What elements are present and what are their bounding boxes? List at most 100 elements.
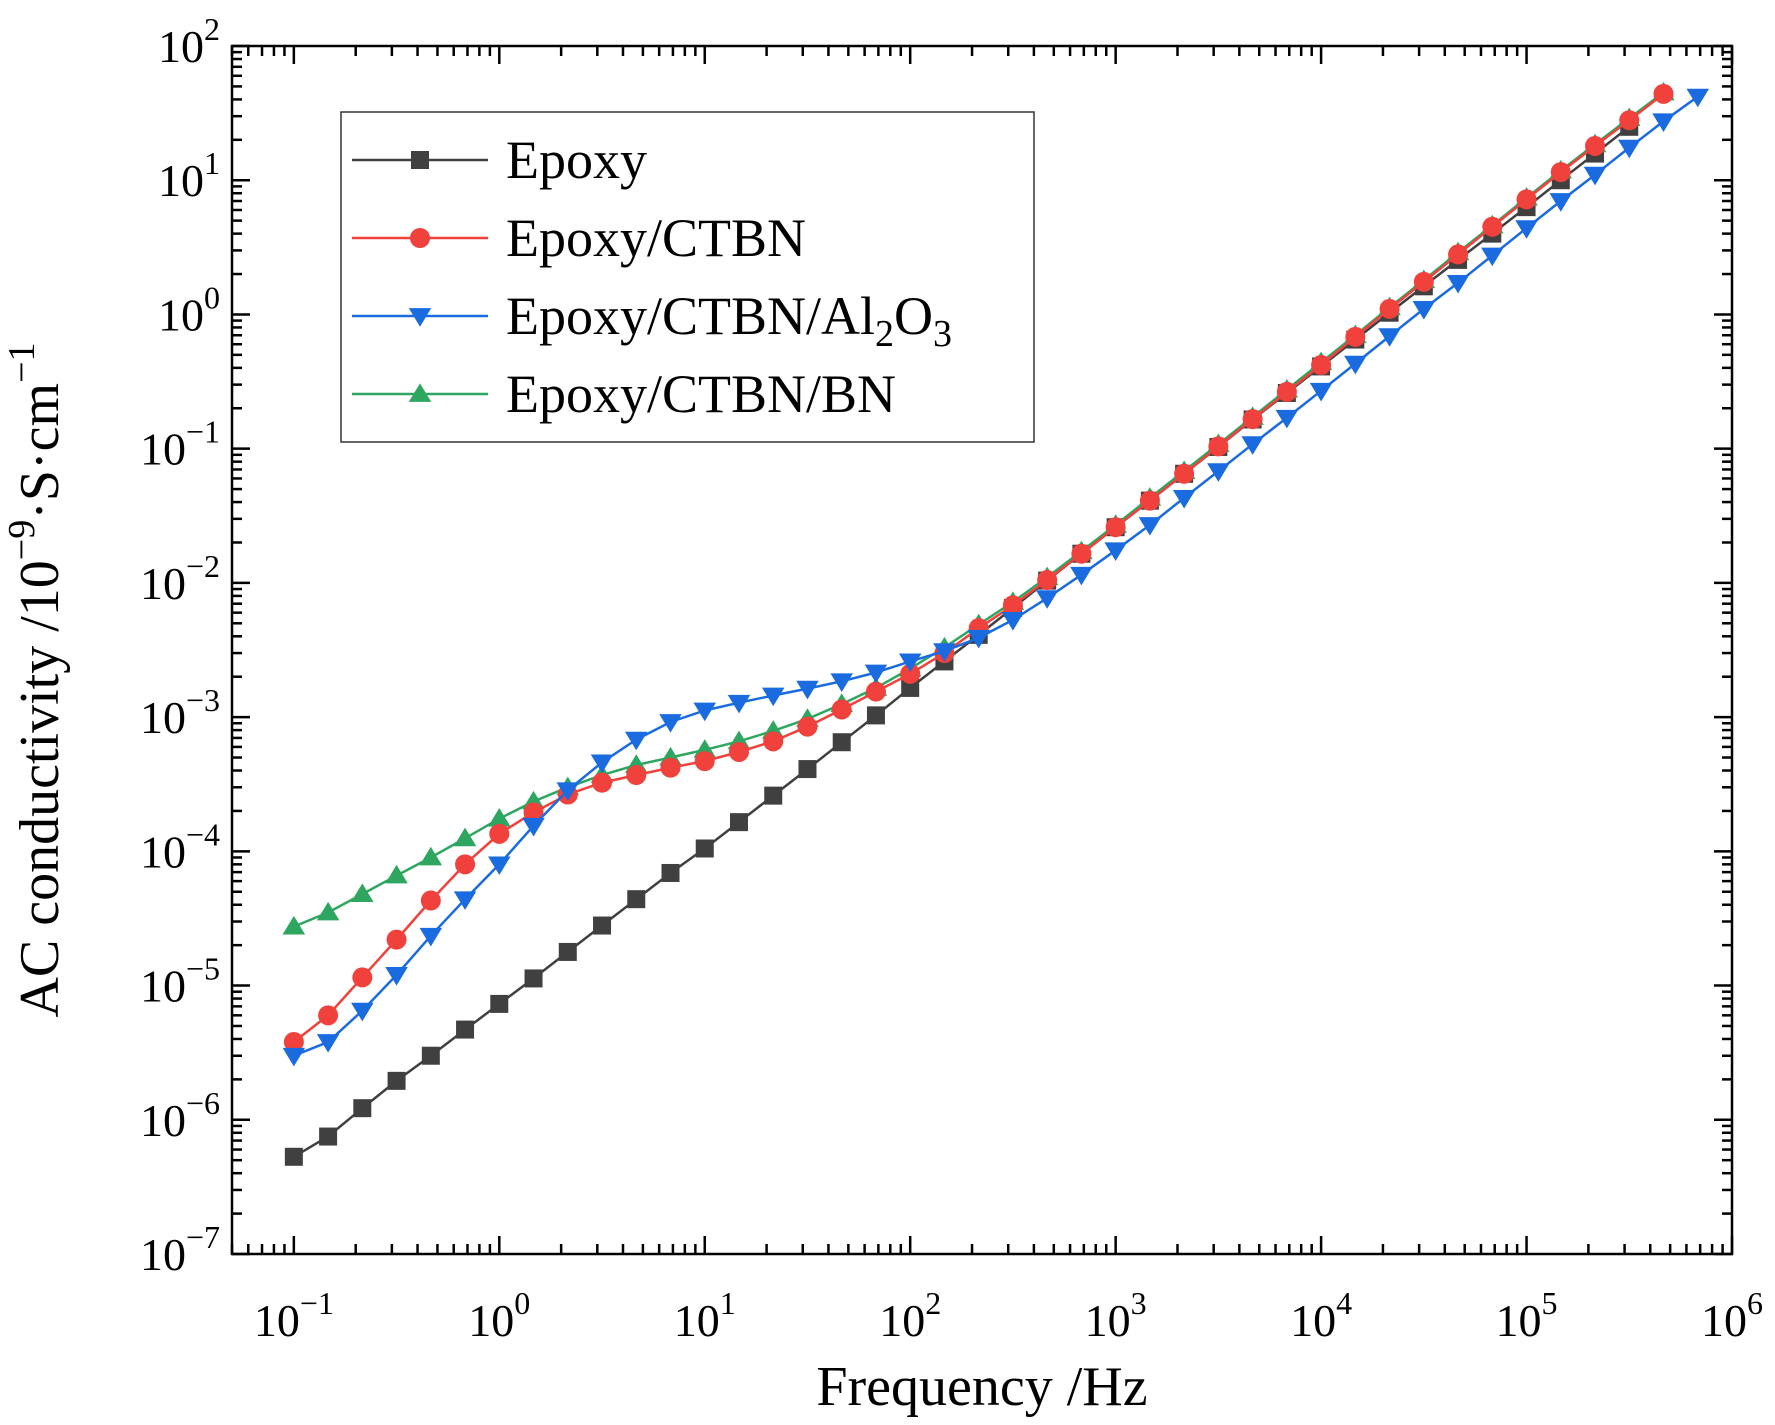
data-point: [763, 731, 784, 752]
x-tick-label-base: 10: [1290, 1295, 1336, 1346]
data-point: [660, 757, 681, 778]
data-point: [1139, 490, 1160, 511]
x-tick-label-exp: 0: [514, 1285, 530, 1321]
x-tick-label-base: 10: [1701, 1295, 1747, 1346]
data-point: [455, 854, 476, 875]
minor-ticks: [230, 44, 1734, 1256]
y-tick-label: 10−5: [140, 951, 220, 1012]
data-point: [1378, 328, 1401, 347]
legend-label-epoxy-ctbn: Epoxy/CTBN: [506, 208, 806, 268]
data-point: [556, 782, 580, 801]
y-tick-label-base: 10: [140, 1095, 186, 1146]
data-point: [453, 891, 477, 910]
y-tick-label-exp: −3: [186, 682, 220, 718]
data-point: [419, 927, 443, 947]
data-point: [898, 653, 922, 673]
y-tick-label-base: 10: [140, 424, 186, 475]
y-tick-label: 10−3: [140, 682, 220, 743]
x-tick-label-base: 10: [468, 1295, 514, 1346]
data-point: [421, 1046, 440, 1065]
data-point: [1515, 220, 1538, 239]
legend: Epoxy Epoxy/CTBN Epoxy/CTBN/Al2O3 Epoxy/…: [340, 111, 1035, 443]
data-point: [1482, 216, 1503, 237]
data-point: [1516, 189, 1537, 210]
y-tick-label-base: 10: [140, 558, 186, 609]
x-tick-label-exp: −1: [300, 1285, 334, 1321]
x-tick-label: 101: [674, 1285, 736, 1346]
data-point: [727, 694, 751, 714]
data-point: [558, 942, 577, 961]
data-point: [590, 754, 614, 774]
y-tick-label-exp: 0: [204, 279, 220, 315]
data-point: [1413, 271, 1434, 292]
x-tick-label: 100: [468, 1285, 530, 1346]
data-point: [764, 786, 783, 805]
data-point: [694, 751, 715, 772]
data-point: [387, 1071, 406, 1090]
x-tick-label: 102: [879, 1285, 941, 1346]
x-tick-label-base: 10: [674, 1295, 720, 1346]
y-tick-label: 10−6: [140, 1085, 220, 1146]
legend-entries: [352, 151, 488, 402]
data-point: [933, 643, 956, 662]
data-point: [316, 901, 340, 921]
y-axis-label-exp: −9: [1, 520, 43, 560]
data-point: [1618, 139, 1641, 159]
y-tick-label: 10−2: [140, 548, 220, 609]
data-point: [1379, 298, 1400, 319]
data-point: [1448, 244, 1469, 265]
data-point: [729, 813, 748, 832]
data-point: [1276, 381, 1297, 402]
data-point: [351, 1002, 374, 1022]
data-point: [1550, 162, 1571, 183]
legend-label-epoxy-ctbn-al2o3: Epoxy/CTBN/Al2O3: [506, 286, 952, 355]
data-point: [626, 765, 647, 786]
y-tick-label: 10−1: [140, 414, 220, 475]
data-point: [1172, 489, 1196, 509]
data-point: [865, 681, 886, 702]
series-line: [293, 125, 1631, 1158]
x-tick-label-exp: 6: [1747, 1285, 1763, 1321]
data-point: [489, 823, 510, 844]
y-tick-label-exp: −2: [186, 548, 220, 584]
x-tick-label-exp: 1: [720, 1285, 736, 1321]
x-tick-label-exp: 5: [1542, 1285, 1558, 1321]
data-point: [1412, 301, 1436, 320]
x-tick-label: 105: [1496, 1285, 1558, 1346]
data-point: [456, 1020, 475, 1039]
data-point: [353, 1099, 372, 1118]
data-point: [1070, 566, 1093, 586]
data-point: [1446, 274, 1470, 294]
legend-label-epoxy: Epoxy: [506, 130, 647, 190]
data-point: [523, 802, 544, 823]
data-point: [1345, 326, 1366, 347]
x-tick-label: 106: [1701, 1285, 1763, 1346]
data-point: [318, 1005, 339, 1026]
x-tick-label-base: 10: [1496, 1295, 1542, 1346]
data-point: [592, 772, 613, 793]
legend-marker: [411, 151, 429, 169]
data-point: [1002, 595, 1023, 616]
y-tick-label-base: 10: [140, 1229, 186, 1280]
x-tick-label-base: 10: [1085, 1295, 1131, 1346]
data-point: [864, 664, 888, 684]
data-point: [661, 863, 680, 882]
y-tick-label: 10−7: [140, 1219, 220, 1280]
data-point: [1241, 436, 1264, 455]
y-axis-label-mid: ·S·cm: [9, 383, 71, 520]
x-tick-label-base: 10: [254, 1295, 300, 1346]
data-point: [1035, 590, 1059, 609]
legend-label-al2o3-sub2: 3: [933, 313, 952, 355]
data-point: [1001, 612, 1025, 631]
data-point: [419, 846, 443, 866]
data-point: [659, 714, 682, 733]
y-tick-label-exp: −5: [186, 951, 220, 987]
data-point: [1585, 135, 1606, 156]
data-point: [1105, 517, 1126, 538]
data-point: [316, 1034, 340, 1053]
series-layer: [282, 81, 1710, 1166]
data-point: [797, 716, 818, 737]
data-point: [1275, 409, 1299, 429]
data-point: [453, 827, 477, 847]
